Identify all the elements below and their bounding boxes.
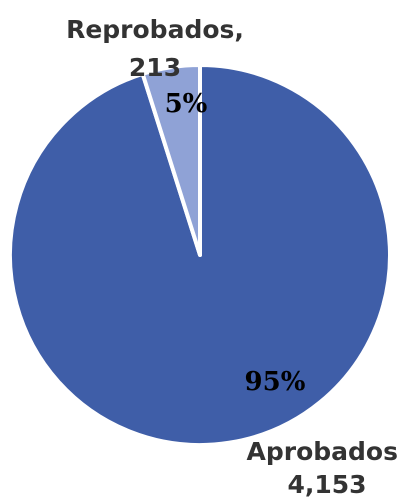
data-label-name-aprobados: Aprobados,: [247, 437, 399, 466]
pie-slice-reprobados: [140, 63, 202, 257]
data-label-value-aprobados: 4,153: [287, 470, 366, 498]
data-label-pct-reprobados: 5%: [165, 89, 208, 119]
data-label-name-reprobados: Reprobados,: [66, 15, 244, 44]
pie-slices: [8, 63, 392, 447]
data-label-pct-aprobados: 95%: [245, 367, 306, 397]
data-label-value-reprobados: 213: [129, 53, 181, 82]
